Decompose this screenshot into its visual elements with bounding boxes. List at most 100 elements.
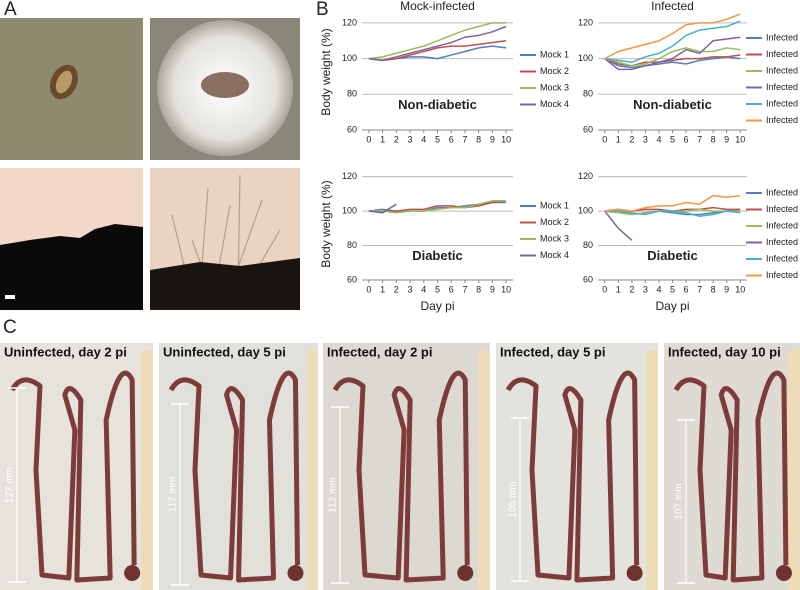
ruler [788,350,800,590]
colony-center [201,72,249,98]
annotation: Non-diabetic [398,97,477,112]
annotation: Diabetic [412,248,463,263]
legend-label: Infected 2 [766,49,800,59]
x-tick-label: 6 [449,284,454,294]
legend-label: Mock 1 [540,200,569,210]
y-tick-label: 100 [578,53,593,63]
y-tick-label: 100 [342,205,357,215]
x-tick-label: 8 [711,284,716,294]
y-axis-label: Body weight (%) [319,28,333,115]
photo-caption: Uninfected, day 5 pi [163,344,286,359]
legend-label: Infected 4 [766,237,800,247]
measure-label: 112 mm [328,477,339,512]
panel-label: A [4,0,17,20]
legend-label: Mock 3 [540,233,569,243]
legend-label: Infected 3 [766,220,800,230]
x-tick-label: 5 [435,134,440,144]
spore-highlight [55,70,73,94]
x-tick-label: 3 [643,134,648,144]
intestine [9,370,137,583]
x-tick-label: 0 [602,284,607,294]
y-tick-label: 100 [342,53,357,63]
annotation: Non-diabetic [633,97,712,112]
intestine [168,370,300,583]
measure-label: 117 mm [168,477,179,512]
x-tick-label: 6 [449,134,454,144]
photo-caption: Infected, day 2 pi [327,344,432,359]
intestine [332,370,470,583]
x-tick-label: 8 [476,284,481,294]
ruler [306,350,318,590]
y-tick-label: 60 [583,124,593,134]
y-tick-label: 120 [578,17,593,27]
x-tick-label: 10 [735,284,745,294]
photo-caption: Uninfected, day 2 pi [4,344,127,359]
y-tick-label: 80 [347,89,357,99]
series-line [368,199,507,212]
x-tick-label: 0 [366,284,371,294]
x-tick-label: 7 [697,134,702,144]
panel-label: B [316,0,329,20]
x-tick-label: 5 [670,284,675,294]
legend-label: Mock 2 [540,217,569,227]
coil [626,565,643,581]
series-line [604,47,741,67]
x-tick-label: 4 [656,134,661,144]
legend-label: Mock 1 [540,49,569,59]
series-line [604,194,741,212]
coil [287,565,304,581]
legend-label: Infected 6 [766,115,800,125]
tissue [0,224,143,310]
x-tick-label: 7 [462,284,467,294]
x-tick-label: 2 [394,284,399,294]
y-tick-label: 60 [583,274,593,284]
y-tick-label: 80 [347,240,357,250]
x-tick-label: 1 [616,284,621,294]
ruler [141,350,153,590]
x-tick-label: 3 [408,134,413,144]
scale-bar [5,295,15,299]
x-axis-label: Day pi [420,299,454,313]
series-line [604,13,741,60]
intestine [673,370,789,583]
series-line [604,20,741,63]
photo-caption: Infected, day 5 pi [500,344,605,359]
intestine [505,370,640,583]
series-line [368,203,397,214]
coil [124,565,141,581]
x-tick-label: 0 [602,134,607,144]
legend-label: Infected 1 [766,187,800,197]
y-tick-label: 120 [342,17,357,27]
photo-caption: Infected, day 10 pi [668,344,781,359]
legend-label: Infected 1 [766,32,800,42]
x-tick-label: 4 [421,134,426,144]
coil [775,565,792,581]
x-tick-label: 9 [490,284,495,294]
measure-label: 107 mm [674,483,685,519]
y-tick-label: 60 [347,124,357,134]
x-tick-label: 7 [697,284,702,294]
series-line [604,210,741,218]
x-tick-label: 6 [684,284,689,294]
ruler [646,350,658,590]
legend-label: Mock 4 [540,250,569,260]
x-tick-label: 3 [643,284,648,294]
y-axis-label: Body weight (%) [319,180,333,267]
x-tick-label: 8 [711,134,716,144]
legend-label: Mock 4 [540,99,569,109]
x-tick-label: 10 [735,134,745,144]
panel-a-photos [0,18,300,310]
legend-label: Infected 4 [766,82,800,92]
series-line [368,199,507,214]
x-tick-label: 5 [435,284,440,294]
legend-label: Infected 3 [766,65,800,75]
x-tick-label: 9 [490,134,495,144]
chart-title: Infected [651,0,694,13]
y-tick-label: 120 [578,171,593,181]
x-tick-label: 2 [394,134,399,144]
legend-label: Infected 2 [766,204,800,214]
x-tick-label: 2 [629,134,634,144]
x-tick-label: 7 [462,134,467,144]
chart-title: Mock-infected [400,0,475,13]
